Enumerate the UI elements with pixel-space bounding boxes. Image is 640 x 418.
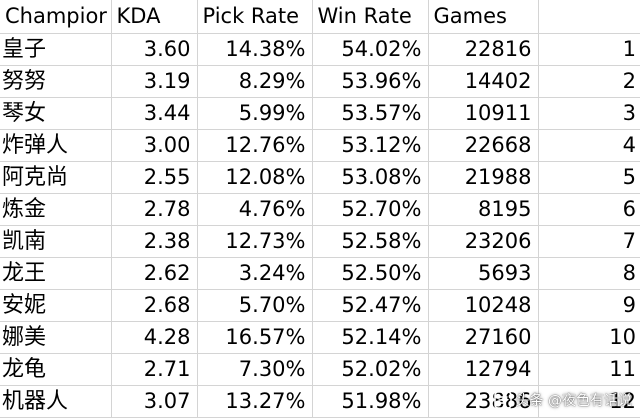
kda-cell[interactable]: 3.00 bbox=[111, 129, 198, 162]
win-rate-cell[interactable]: 52.47% bbox=[312, 289, 429, 322]
champion-cell[interactable]: 机器人 bbox=[0, 385, 112, 418]
pick-rate-cell[interactable]: 12.76% bbox=[197, 129, 313, 162]
games-cell[interactable]: 10911 bbox=[428, 97, 539, 130]
header-row: Champior KDA Pick Rate Win Rate Games bbox=[0, 0, 640, 34]
table-row: 安妮 2.68 5.70% 52.47% 10248 9 bbox=[0, 289, 640, 322]
table-row: 努努 3.19 8.29% 53.96% 14402 2 bbox=[0, 65, 640, 98]
win-rate-cell[interactable]: 52.50% bbox=[312, 257, 429, 290]
table-row: 皇子 3.60 14.38% 54.02% 22816 1 bbox=[0, 33, 640, 66]
champion-cell[interactable]: 凯南 bbox=[0, 225, 112, 258]
rank-cell[interactable]: 5 bbox=[538, 161, 640, 194]
win-rate-cell[interactable]: 52.70% bbox=[312, 193, 429, 226]
pick-rate-cell[interactable]: 16.57% bbox=[197, 321, 313, 354]
toutiao-logo-icon bbox=[493, 391, 512, 409]
champion-cell[interactable]: 炸弹人 bbox=[0, 129, 112, 162]
rank-cell[interactable]: 3 bbox=[538, 97, 640, 130]
champion-cell[interactable]: 龙王 bbox=[0, 257, 112, 290]
pick-rate-cell[interactable]: 4.76% bbox=[197, 193, 313, 226]
champion-cell[interactable]: 炼金 bbox=[0, 193, 112, 226]
champion-cell[interactable]: 娜美 bbox=[0, 321, 112, 354]
column-header-champion[interactable]: Champior bbox=[0, 0, 112, 34]
kda-cell[interactable]: 2.55 bbox=[111, 161, 198, 194]
champion-cell[interactable]: 龙龟 bbox=[0, 353, 112, 386]
champion-cell[interactable]: 皇子 bbox=[0, 33, 112, 66]
watermark-text: 头条 @夜色有话说 bbox=[515, 393, 632, 409]
win-rate-cell[interactable]: 53.57% bbox=[312, 97, 429, 130]
champion-cell[interactable]: 安妮 bbox=[0, 289, 112, 322]
table-row: 阿克尚 2.55 12.08% 53.08% 21988 5 bbox=[0, 161, 640, 194]
kda-cell[interactable]: 3.44 bbox=[111, 97, 198, 130]
table-row: 炼金 2.78 4.76% 52.70% 8195 6 bbox=[0, 193, 640, 226]
column-header-games[interactable]: Games bbox=[428, 0, 539, 34]
column-header-rank[interactable] bbox=[538, 0, 640, 34]
win-rate-cell[interactable]: 54.02% bbox=[312, 33, 429, 66]
games-cell[interactable]: 21988 bbox=[428, 161, 539, 194]
kda-cell[interactable]: 3.60 bbox=[111, 33, 198, 66]
champion-cell[interactable]: 努努 bbox=[0, 65, 112, 98]
win-rate-cell[interactable]: 53.12% bbox=[312, 129, 429, 162]
rank-cell[interactable]: 6 bbox=[538, 193, 640, 226]
column-header-pick-rate[interactable]: Pick Rate bbox=[197, 0, 313, 34]
win-rate-cell[interactable]: 52.58% bbox=[312, 225, 429, 258]
pick-rate-cell[interactable]: 12.08% bbox=[197, 161, 313, 194]
table-row: 凯南 2.38 12.73% 52.58% 23206 7 bbox=[0, 225, 640, 258]
kda-cell[interactable]: 3.19 bbox=[111, 65, 198, 98]
games-cell[interactable]: 22668 bbox=[428, 129, 539, 162]
kda-cell[interactable]: 2.78 bbox=[111, 193, 198, 226]
win-rate-cell[interactable]: 53.08% bbox=[312, 161, 429, 194]
pick-rate-cell[interactable]: 7.30% bbox=[197, 353, 313, 386]
games-cell[interactable]: 27160 bbox=[428, 321, 539, 354]
champion-cell[interactable]: 阿克尚 bbox=[0, 161, 112, 194]
kda-cell[interactable]: 2.62 bbox=[111, 257, 198, 290]
pick-rate-cell[interactable]: 5.70% bbox=[197, 289, 313, 322]
games-cell[interactable]: 22816 bbox=[428, 33, 539, 66]
pick-rate-cell[interactable]: 13.27% bbox=[197, 385, 313, 418]
watermark: 头条 @夜色有话说 bbox=[493, 390, 632, 410]
games-cell[interactable]: 23206 bbox=[428, 225, 539, 258]
kda-cell[interactable]: 2.68 bbox=[111, 289, 198, 322]
rank-cell[interactable]: 11 bbox=[538, 353, 640, 386]
games-cell[interactable]: 10248 bbox=[428, 289, 539, 322]
rank-cell[interactable]: 7 bbox=[538, 225, 640, 258]
win-rate-cell[interactable]: 52.02% bbox=[312, 353, 429, 386]
rank-cell[interactable]: 2 bbox=[538, 65, 640, 98]
table-row: 炸弹人 3.00 12.76% 53.12% 22668 4 bbox=[0, 129, 640, 162]
column-header-win-rate[interactable]: Win Rate bbox=[312, 0, 429, 34]
pick-rate-cell[interactable]: 8.29% bbox=[197, 65, 313, 98]
table-row: 琴女 3.44 5.99% 53.57% 10911 3 bbox=[0, 97, 640, 130]
pick-rate-cell[interactable]: 12.73% bbox=[197, 225, 313, 258]
pick-rate-cell[interactable]: 3.24% bbox=[197, 257, 313, 290]
pick-rate-cell[interactable]: 14.38% bbox=[197, 33, 313, 66]
pick-rate-cell[interactable]: 5.99% bbox=[197, 97, 313, 130]
kda-cell[interactable]: 2.71 bbox=[111, 353, 198, 386]
rank-cell[interactable]: 1 bbox=[538, 33, 640, 66]
games-cell[interactable]: 14402 bbox=[428, 65, 539, 98]
win-rate-cell[interactable]: 53.96% bbox=[312, 65, 429, 98]
table-row: 龙龟 2.71 7.30% 52.02% 12794 11 bbox=[0, 353, 640, 386]
rank-cell[interactable]: 10 bbox=[538, 321, 640, 354]
games-cell[interactable]: 8195 bbox=[428, 193, 539, 226]
rank-cell[interactable]: 4 bbox=[538, 129, 640, 162]
table-row: 龙王 2.62 3.24% 52.50% 5693 8 bbox=[0, 257, 640, 290]
win-rate-cell[interactable]: 52.14% bbox=[312, 321, 429, 354]
kda-cell[interactable]: 3.07 bbox=[111, 385, 198, 418]
kda-cell[interactable]: 2.38 bbox=[111, 225, 198, 258]
kda-cell[interactable]: 4.28 bbox=[111, 321, 198, 354]
champion-cell[interactable]: 琴女 bbox=[0, 97, 112, 130]
games-cell[interactable]: 12794 bbox=[428, 353, 539, 386]
games-cell[interactable]: 5693 bbox=[428, 257, 539, 290]
rank-cell[interactable]: 8 bbox=[538, 257, 640, 290]
table-row: 娜美 4.28 16.57% 52.14% 27160 10 bbox=[0, 321, 640, 354]
win-rate-cell[interactable]: 51.98% bbox=[312, 385, 429, 418]
rank-cell[interactable]: 9 bbox=[538, 289, 640, 322]
column-header-kda[interactable]: KDA bbox=[111, 0, 198, 34]
